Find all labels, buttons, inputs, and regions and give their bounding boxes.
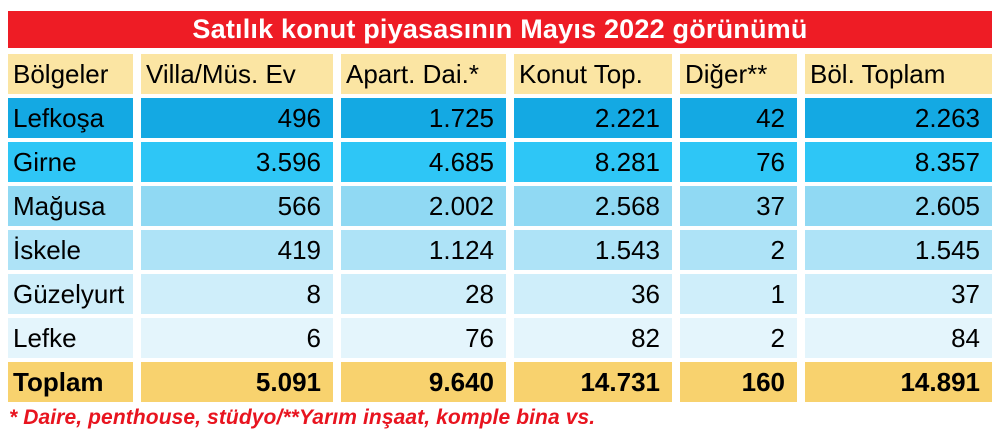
- region-cell: Girne: [8, 142, 133, 182]
- region-cell: Lefkoşa: [8, 98, 133, 138]
- value-cell: 4.685: [341, 142, 506, 182]
- header-cell-bolgeler: Bölgeler: [8, 54, 133, 94]
- value-cell: 2.568: [514, 186, 672, 226]
- total-value-cell: 14.731: [514, 362, 672, 402]
- header-cell-apart-dai: Apart. Dai.*: [341, 54, 506, 94]
- value-cell: 1: [680, 274, 797, 314]
- value-cell: 37: [805, 274, 992, 314]
- value-cell: 1.545: [805, 230, 992, 270]
- value-cell: 419: [141, 230, 333, 270]
- value-cell: 8.281: [514, 142, 672, 182]
- value-cell: 6: [141, 318, 333, 358]
- value-cell: 2: [680, 318, 797, 358]
- value-cell: 28: [341, 274, 506, 314]
- value-cell: 36: [514, 274, 672, 314]
- value-cell: 84: [805, 318, 992, 358]
- value-cell: 2.605: [805, 186, 992, 226]
- header-cell-bol-toplam: Böl. Toplam: [805, 54, 992, 94]
- header-cell-konut-top: Konut Top.: [514, 54, 672, 94]
- region-cell: Lefke: [8, 318, 133, 358]
- value-cell: 1.725: [341, 98, 506, 138]
- value-cell: 496: [141, 98, 333, 138]
- value-cell: 8.357: [805, 142, 992, 182]
- value-cell: 2.002: [341, 186, 506, 226]
- value-cell: 2: [680, 230, 797, 270]
- total-value-cell: 5.091: [141, 362, 333, 402]
- value-cell: 76: [341, 318, 506, 358]
- value-cell: 82: [514, 318, 672, 358]
- page-title: Satılık konut piyasasının Mayıs 2022 gör…: [192, 14, 808, 44]
- value-cell: 42: [680, 98, 797, 138]
- total-label-cell: Toplam: [8, 362, 133, 402]
- region-cell: Güzelyurt: [8, 274, 133, 314]
- region-cell: Mağusa: [8, 186, 133, 226]
- value-cell: 8: [141, 274, 333, 314]
- value-cell: 1.543: [514, 230, 672, 270]
- total-value-cell: 14.891: [805, 362, 992, 402]
- value-cell: 2.221: [514, 98, 672, 138]
- value-cell: 566: [141, 186, 333, 226]
- value-cell: 37: [680, 186, 797, 226]
- total-value-cell: 160: [680, 362, 797, 402]
- total-value-cell: 9.640: [341, 362, 506, 402]
- value-cell: 2.263: [805, 98, 992, 138]
- header-cell-diger: Diğer**: [680, 54, 797, 94]
- region-cell: İskele: [8, 230, 133, 270]
- value-cell: 76: [680, 142, 797, 182]
- footnote: * Daire, penthouse, stüdyo/**Yarım inşaa…: [9, 406, 596, 429]
- data-table: Bölgeler Villa/Müs. Ev Apart. Dai.* Konu…: [8, 54, 992, 402]
- header-cell-villa-mus: Villa/Müs. Ev: [141, 54, 333, 94]
- value-cell: 3.596: [141, 142, 333, 182]
- title-bar: Satılık konut piyasasının Mayıs 2022 gör…: [8, 11, 992, 48]
- value-cell: 1.124: [341, 230, 506, 270]
